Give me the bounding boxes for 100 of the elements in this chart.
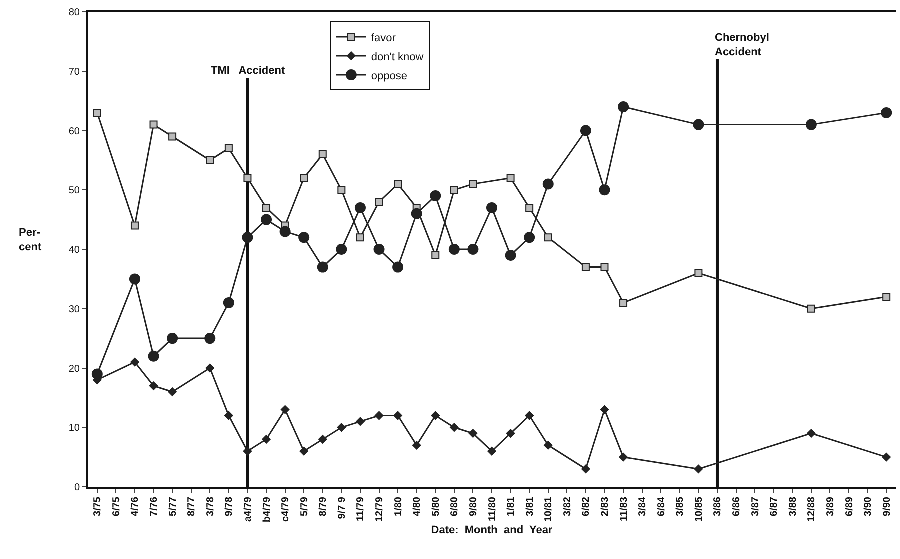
x-tick-label: a4/79 [242, 496, 254, 522]
x-tick-label: 9/78 [224, 496, 236, 516]
x-tick-label: 3/86 [712, 496, 724, 516]
point [356, 234, 364, 242]
point [130, 222, 139, 230]
point [524, 232, 536, 244]
x-tick-label: 9/90 [882, 496, 893, 516]
x-tick-label: 3/78 [205, 496, 216, 516]
point [242, 232, 254, 244]
point [93, 108, 102, 117]
x-tick-label: 2/83 [600, 496, 611, 516]
point [620, 298, 628, 307]
point [148, 350, 160, 362]
point [206, 364, 215, 373]
x-tick-label: 3/81 [524, 496, 536, 516]
point [432, 251, 440, 260]
point [806, 119, 817, 130]
x-tick-label: 5/80 [430, 496, 442, 516]
point [807, 429, 816, 438]
point [206, 156, 214, 164]
x-tick-label: 1/81 [506, 496, 518, 516]
point [693, 119, 704, 130]
ref-line-label: TMI Accident [211, 65, 286, 77]
point [318, 435, 328, 444]
point [300, 446, 308, 456]
point [618, 102, 630, 112]
point [223, 297, 234, 308]
point [300, 174, 308, 182]
point [394, 411, 402, 420]
legend-label: favor [371, 32, 396, 44]
y-tick-label: 0 [74, 482, 80, 494]
point [544, 441, 553, 450]
x-tick-label: 3/87 [750, 496, 762, 516]
point [448, 244, 460, 255]
point [468, 244, 479, 255]
y-tick-label: 50 [68, 186, 80, 197]
point [92, 368, 103, 380]
point [224, 411, 234, 420]
x-tick-label: 9/80 [468, 496, 480, 516]
point [130, 358, 140, 367]
point [412, 441, 422, 450]
point [582, 464, 590, 474]
x-tick-label: 8/79 [318, 496, 330, 516]
point [469, 180, 478, 188]
point [411, 208, 422, 220]
point [580, 125, 592, 136]
x-tick-label: 3/85 [675, 496, 686, 516]
x-tick-label: 6/87 [769, 496, 780, 516]
x-tick-label: 6/82 [581, 496, 592, 516]
point [430, 190, 442, 202]
x-tick-label: b4/79 [262, 496, 273, 523]
y-tick-label: 10 [68, 423, 80, 434]
point [318, 150, 327, 158]
legend-label: don't know [371, 51, 424, 64]
point [542, 178, 554, 190]
x-tick-label: 10/81 [544, 496, 555, 522]
point [506, 174, 515, 182]
point [525, 411, 534, 420]
point [394, 180, 402, 188]
point [149, 382, 158, 390]
point [526, 204, 534, 212]
point [807, 304, 816, 313]
point [298, 232, 310, 244]
point [582, 263, 590, 272]
x-tick-label: 4/80 [412, 496, 424, 516]
point [375, 198, 384, 206]
point [243, 446, 252, 456]
x-axis-title: Date: Month and Year [431, 524, 554, 536]
x-tick-label: 1/80 [393, 496, 404, 516]
point [261, 214, 272, 226]
point [337, 423, 346, 432]
point [882, 452, 891, 462]
x-tick-label: 3/84 [638, 496, 649, 516]
point [506, 429, 516, 438]
x-tick-label: 8/77 [186, 496, 198, 516]
y-tick-label: 70 [68, 66, 80, 78]
x-tick-label: 5/79 [299, 496, 310, 516]
x-tick-label: 12/79 [374, 496, 386, 522]
point [468, 429, 478, 438]
x-tick-label: 3/89 [825, 496, 836, 516]
point [505, 250, 516, 261]
point [280, 226, 291, 238]
y-tick-label: 80 [68, 8, 80, 18]
x-tick-label: 3/88 [788, 496, 799, 516]
x-tick-label: 3/82 [562, 496, 574, 516]
point [317, 262, 328, 273]
point [280, 405, 290, 414]
x-tick-label: c4/79 [280, 496, 292, 522]
point [336, 244, 348, 255]
y-tick-label: 40 [68, 245, 80, 256]
point [600, 263, 609, 272]
legend-label: oppose [371, 70, 408, 82]
point [262, 435, 271, 444]
x-tick-label: 7/76 [149, 496, 160, 516]
point [338, 186, 346, 194]
point [882, 293, 891, 301]
point [600, 405, 610, 414]
x-tick-label: 12/88 [806, 496, 818, 522]
point [129, 274, 140, 285]
point [486, 202, 498, 214]
